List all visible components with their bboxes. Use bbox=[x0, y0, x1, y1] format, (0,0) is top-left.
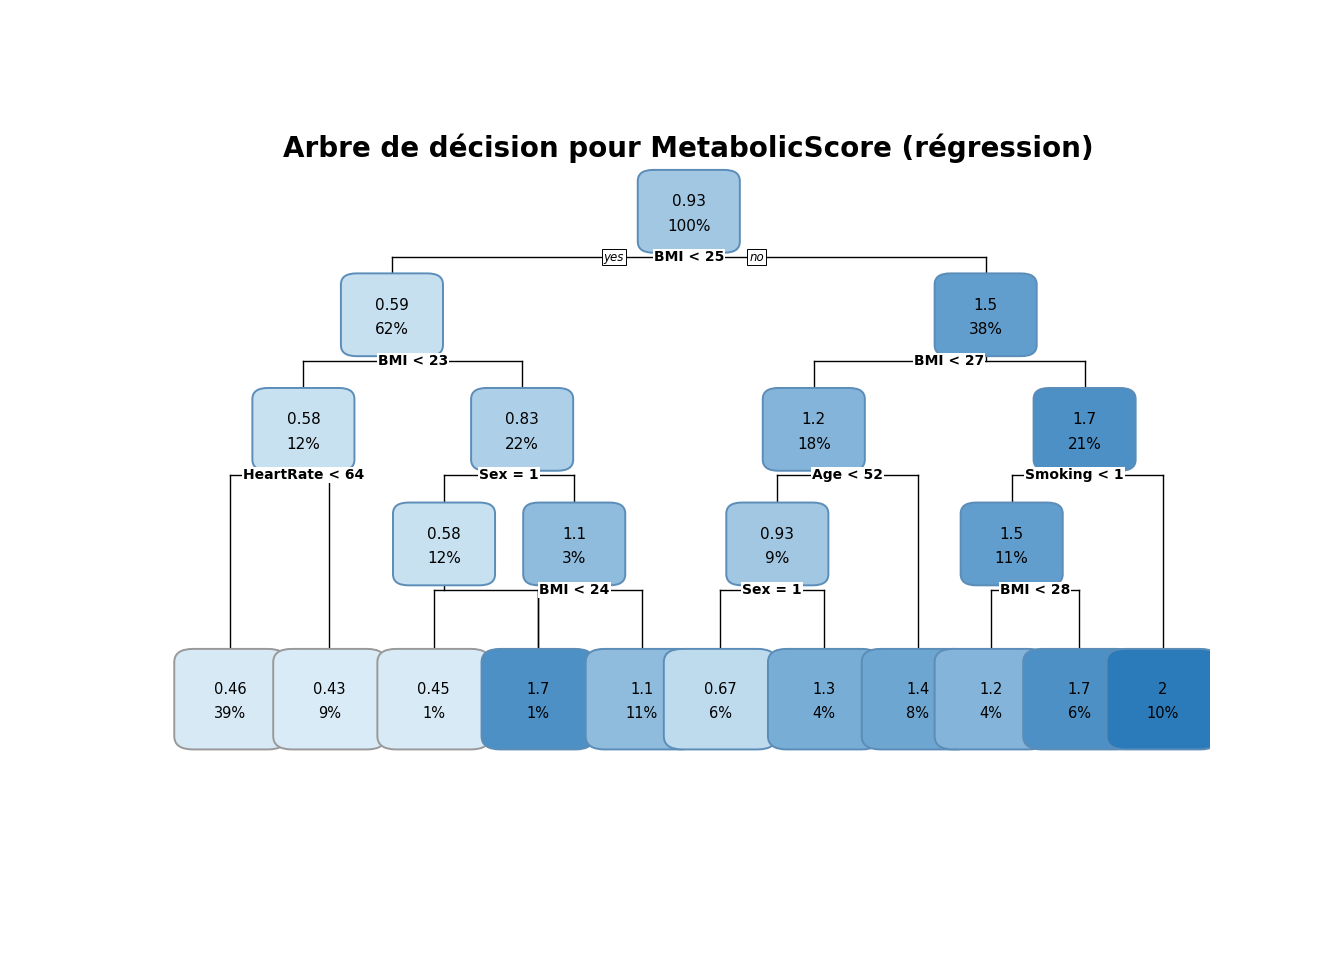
Text: yes: yes bbox=[603, 251, 624, 264]
FancyBboxPatch shape bbox=[1106, 649, 1219, 750]
Text: 0.59: 0.59 bbox=[375, 298, 409, 313]
Text: 62%: 62% bbox=[375, 322, 409, 337]
Text: 2: 2 bbox=[1159, 682, 1168, 697]
FancyBboxPatch shape bbox=[1023, 649, 1136, 750]
Text: 12%: 12% bbox=[286, 437, 320, 451]
Text: BMI < 25: BMI < 25 bbox=[653, 251, 724, 264]
FancyBboxPatch shape bbox=[586, 649, 698, 750]
FancyBboxPatch shape bbox=[726, 502, 828, 586]
Text: 8%: 8% bbox=[906, 707, 930, 722]
FancyBboxPatch shape bbox=[392, 502, 495, 586]
Text: Arbre de décision pour MetabolicScore (régression): Arbre de décision pour MetabolicScore (r… bbox=[284, 133, 1094, 163]
Text: 0.45: 0.45 bbox=[417, 682, 450, 697]
Text: 1.5: 1.5 bbox=[973, 298, 997, 313]
Text: 1%: 1% bbox=[527, 707, 550, 722]
Text: Sex = 1: Sex = 1 bbox=[480, 468, 539, 482]
FancyBboxPatch shape bbox=[481, 649, 594, 750]
Text: 10%: 10% bbox=[1146, 707, 1179, 722]
Text: 6%: 6% bbox=[708, 707, 731, 722]
Text: 11%: 11% bbox=[995, 551, 1028, 566]
FancyBboxPatch shape bbox=[934, 274, 1036, 356]
Text: 1.7: 1.7 bbox=[526, 682, 550, 697]
Text: 18%: 18% bbox=[797, 437, 831, 451]
Text: Sex = 1: Sex = 1 bbox=[742, 583, 802, 597]
Text: 0.93: 0.93 bbox=[761, 527, 794, 541]
Text: 0.93: 0.93 bbox=[672, 194, 706, 209]
Text: 11%: 11% bbox=[626, 707, 659, 722]
Text: 1.7: 1.7 bbox=[1067, 682, 1091, 697]
Text: 22%: 22% bbox=[505, 437, 539, 451]
FancyBboxPatch shape bbox=[175, 649, 286, 750]
Text: 1.7: 1.7 bbox=[1073, 412, 1097, 427]
Text: 9%: 9% bbox=[765, 551, 789, 566]
FancyBboxPatch shape bbox=[253, 388, 355, 470]
Text: 12%: 12% bbox=[427, 551, 461, 566]
Text: BMI < 24: BMI < 24 bbox=[539, 583, 609, 597]
FancyBboxPatch shape bbox=[472, 388, 573, 470]
Text: 0.46: 0.46 bbox=[214, 682, 247, 697]
Text: 1.5: 1.5 bbox=[1000, 527, 1024, 541]
FancyBboxPatch shape bbox=[378, 649, 489, 750]
Text: no: no bbox=[749, 251, 763, 264]
Text: Age < 52: Age < 52 bbox=[812, 468, 883, 482]
Text: BMI < 28: BMI < 28 bbox=[1000, 583, 1070, 597]
Text: 6%: 6% bbox=[1068, 707, 1091, 722]
Text: 0.67: 0.67 bbox=[704, 682, 737, 697]
Text: 0.58: 0.58 bbox=[427, 527, 461, 541]
Text: 38%: 38% bbox=[969, 322, 1003, 337]
Text: 1.2: 1.2 bbox=[802, 412, 825, 427]
Text: 21%: 21% bbox=[1067, 437, 1102, 451]
Text: HeartRate < 64: HeartRate < 64 bbox=[243, 468, 364, 482]
FancyBboxPatch shape bbox=[664, 649, 777, 750]
FancyBboxPatch shape bbox=[934, 649, 1047, 750]
Text: 9%: 9% bbox=[319, 707, 341, 722]
FancyBboxPatch shape bbox=[638, 170, 739, 252]
Text: 39%: 39% bbox=[215, 707, 246, 722]
FancyBboxPatch shape bbox=[767, 649, 880, 750]
FancyBboxPatch shape bbox=[1034, 388, 1136, 470]
FancyBboxPatch shape bbox=[273, 649, 386, 750]
Text: 1.3: 1.3 bbox=[813, 682, 836, 697]
Text: 3%: 3% bbox=[562, 551, 586, 566]
Text: 1.1: 1.1 bbox=[630, 682, 653, 697]
FancyBboxPatch shape bbox=[862, 649, 974, 750]
Text: 0.58: 0.58 bbox=[286, 412, 320, 427]
Text: 1.4: 1.4 bbox=[906, 682, 930, 697]
Text: BMI < 27: BMI < 27 bbox=[914, 353, 984, 368]
FancyBboxPatch shape bbox=[763, 388, 864, 470]
Text: 1.1: 1.1 bbox=[562, 527, 586, 541]
FancyBboxPatch shape bbox=[523, 502, 625, 586]
Text: 0.43: 0.43 bbox=[313, 682, 345, 697]
FancyBboxPatch shape bbox=[961, 502, 1063, 586]
Text: 100%: 100% bbox=[667, 219, 711, 233]
Text: 4%: 4% bbox=[980, 707, 1003, 722]
Text: 1.2: 1.2 bbox=[980, 682, 1003, 697]
Text: 1%: 1% bbox=[422, 707, 445, 722]
Text: Smoking < 1: Smoking < 1 bbox=[1025, 468, 1124, 482]
Text: 0.83: 0.83 bbox=[505, 412, 539, 427]
Text: 4%: 4% bbox=[813, 707, 836, 722]
Text: BMI < 23: BMI < 23 bbox=[378, 353, 448, 368]
FancyBboxPatch shape bbox=[341, 274, 444, 356]
